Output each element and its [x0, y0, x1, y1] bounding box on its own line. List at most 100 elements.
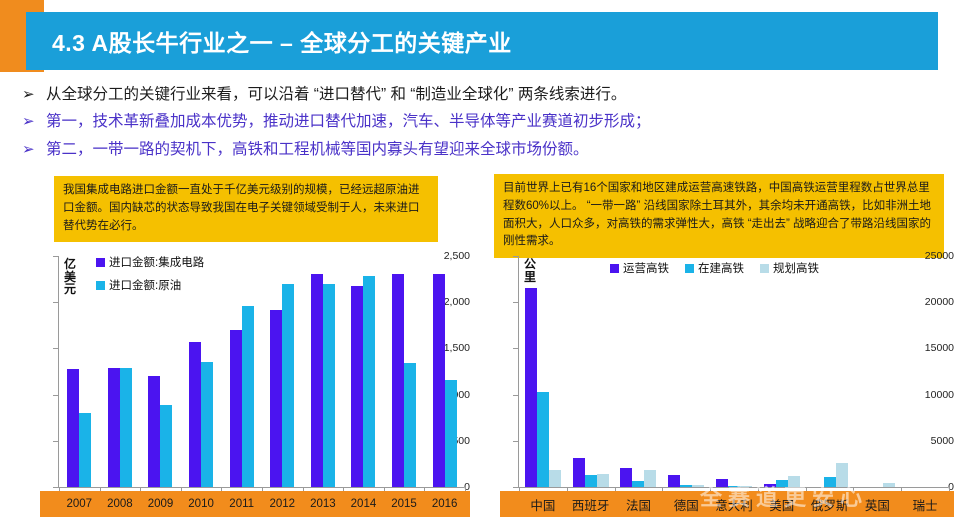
bar[interactable] — [787, 476, 800, 487]
bar[interactable] — [119, 367, 132, 487]
x-axis-label: 西班牙 — [571, 498, 610, 513]
x-axis-label: 俄罗斯 — [810, 498, 849, 513]
bar[interactable] — [524, 288, 537, 487]
bar-group — [519, 256, 567, 487]
bar[interactable] — [775, 479, 788, 487]
legend-label: 运营高铁 — [623, 263, 669, 275]
legend-label: 进口金额:集成电路 — [109, 257, 205, 269]
bar[interactable] — [67, 368, 80, 487]
x-axis-label: 法国 — [625, 498, 651, 513]
y-axis-tick-mark — [53, 394, 58, 396]
bar-groups — [519, 256, 949, 487]
legend-swatch-icon — [685, 263, 694, 273]
bar[interactable] — [270, 309, 283, 487]
page-title: 4.3 A股长牛行业之一 – 全球分工的关键产业 — [52, 30, 512, 56]
y-axis-title: 公里 — [524, 257, 537, 284]
plot-area: 0 500 1,000 1,500 2,000 2,500 亿美元 进口金额:集成电路 进口金额… — [0, 250, 470, 521]
x-axis-label-row: 2007 2008 2009 2010 2011 2012 2013 2014 2015 2016 — [59, 498, 465, 510]
y-axis-tick-mark — [513, 256, 518, 257]
legend-item[interactable]: 进口金额:原油 — [96, 277, 181, 293]
bar[interactable] — [444, 379, 457, 487]
x-axis-label: 2012 — [269, 498, 296, 510]
legend-item[interactable]: 在建高铁 — [685, 260, 744, 276]
bar[interactable] — [148, 376, 161, 487]
bar[interactable] — [572, 458, 585, 487]
x-axis-label: 2014 — [350, 498, 377, 510]
bar-group — [806, 256, 854, 487]
bar[interactable] — [322, 283, 335, 487]
y-axis-tick-mark — [53, 256, 58, 257]
bar[interactable] — [282, 283, 295, 487]
bar[interactable] — [668, 474, 681, 487]
bar[interactable] — [392, 274, 405, 487]
bar[interactable] — [632, 481, 645, 487]
x-axis-label: 瑞士 — [912, 498, 938, 513]
bar[interactable] — [432, 274, 445, 487]
bar[interactable] — [835, 462, 848, 487]
bar[interactable] — [351, 285, 364, 487]
y-axis-tick-mark — [513, 487, 518, 488]
bar[interactable] — [883, 482, 896, 487]
callout-right: 目前世界上已有16个国家和地区建成运营高速铁路，中国高铁运营里程数占世界总里程数… — [494, 174, 944, 259]
bar[interactable] — [107, 367, 120, 487]
bar[interactable] — [548, 470, 561, 487]
bar-group — [343, 256, 384, 487]
y-axis-tick-label: 0 — [948, 481, 954, 493]
bar[interactable] — [680, 484, 693, 487]
bar[interactable] — [229, 329, 242, 487]
bar[interactable] — [79, 413, 92, 487]
bar[interactable] — [728, 485, 741, 487]
bar[interactable] — [620, 468, 633, 487]
y-axis-tick-mark — [513, 348, 518, 350]
y-axis-tick-mark — [53, 348, 58, 350]
x-axis-label: 2009 — [147, 498, 174, 510]
x-axis-label: 2011 — [229, 498, 255, 510]
y-axis-tick-label: 2,000 — [443, 296, 470, 309]
callout-left: 我国集成电路进口金额一直处于千亿美元级别的规模，已经远超原油进口金额。国内缺芯的… — [54, 176, 438, 243]
legend-item[interactable]: 进口金额:集成电路 — [96, 254, 204, 270]
y-axis-tick-mark — [53, 487, 58, 488]
bar[interactable] — [536, 391, 549, 487]
y-axis-title: 亿美元 — [64, 257, 77, 297]
y-axis-tick-label: 1,500 — [443, 342, 470, 355]
bar[interactable] — [160, 404, 173, 487]
x-axis-tick-marks — [519, 487, 950, 492]
bar-group — [853, 256, 901, 487]
chart-legend: 进口金额:集成电路进口金额:原油 — [96, 254, 204, 300]
bar-group — [567, 256, 615, 487]
bar[interactable] — [716, 478, 729, 487]
bar-group — [221, 256, 262, 487]
y-axis-tick-label: 15000 — [924, 342, 954, 355]
bullet-text: 第二，一带一路的契机下，高铁和工程机械等国内寡头有望迎来全球市场份额。 — [46, 140, 589, 158]
bullet-text: 从全球分工的关键行业来看，可以沿着 “进口替代” 和 “制造业全球化” 两条线索… — [46, 86, 627, 103]
bullet-arrow-icon: ➢ — [22, 86, 35, 103]
y-axis-tick-label: 25000 — [924, 250, 954, 262]
bar-group — [140, 256, 181, 487]
y-axis-tick-mark — [53, 440, 58, 442]
legend-label: 规划高铁 — [773, 263, 819, 275]
bar-group — [100, 256, 141, 487]
x-axis-label: 2008 — [107, 498, 133, 510]
bar[interactable] — [596, 473, 609, 487]
bar[interactable] — [763, 483, 776, 487]
bar[interactable] — [740, 486, 753, 487]
bar[interactable] — [692, 485, 705, 487]
bar[interactable] — [404, 363, 417, 487]
legend-item[interactable]: 规划高铁 — [760, 260, 819, 276]
bar[interactable] — [189, 341, 202, 487]
bar[interactable] — [584, 474, 597, 487]
bar[interactable] — [241, 305, 254, 487]
legend-label: 在建高铁 — [698, 263, 744, 275]
x-axis-label: 2015 — [391, 498, 417, 510]
y-axis-line — [58, 256, 59, 487]
bar[interactable] — [310, 273, 323, 487]
bar[interactable] — [201, 362, 214, 487]
bar[interactable] — [363, 276, 376, 487]
y-axis-tick-mark — [513, 394, 518, 396]
bar-group — [59, 256, 100, 487]
chart-imports: 0 500 1,000 1,500 2,000 2,500 亿美元 进口金额:集成电路 进口金额… — [0, 250, 470, 521]
bar[interactable] — [644, 469, 657, 487]
legend-item[interactable]: 运营高铁 — [610, 260, 669, 276]
bar[interactable] — [823, 476, 836, 487]
